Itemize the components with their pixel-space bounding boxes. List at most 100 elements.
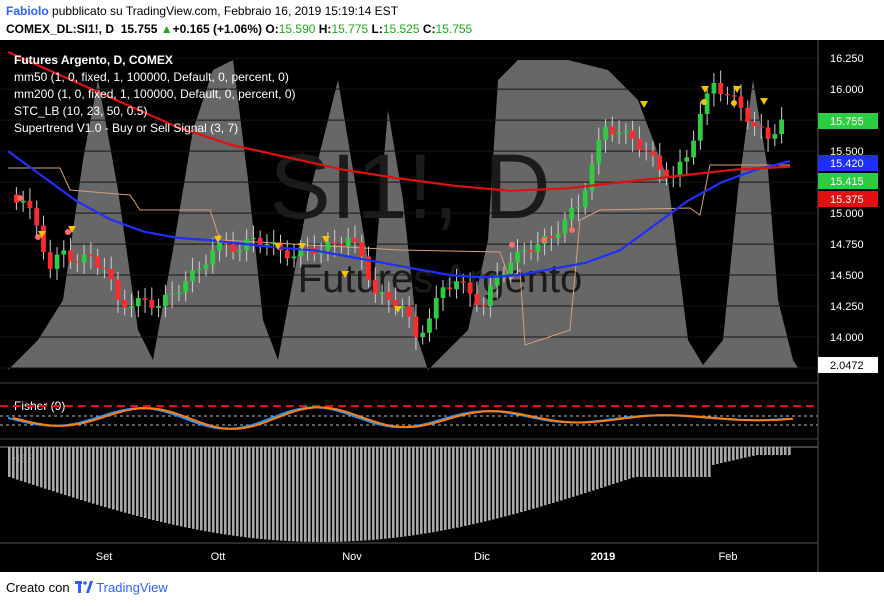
signal-dot — [509, 242, 515, 248]
candle-body — [569, 208, 575, 220]
hist-bar — [232, 447, 235, 536]
hist-bar — [60, 447, 63, 494]
candle-body — [27, 200, 33, 209]
hist-bar — [420, 447, 423, 535]
hist-bar — [188, 447, 191, 529]
price-badge — [818, 357, 878, 373]
price-tick-label: 14.750 — [830, 239, 864, 251]
hist-bar — [400, 447, 403, 537]
candle-body — [555, 233, 561, 238]
candle-body — [203, 264, 209, 269]
candle-body — [501, 273, 507, 276]
hist-bar — [608, 447, 611, 486]
hist-bar — [252, 447, 255, 539]
hist-bar — [112, 447, 115, 510]
hist-bar — [308, 447, 311, 542]
candle-body — [129, 306, 134, 308]
hist-bar — [624, 447, 627, 481]
hist-bar — [480, 447, 483, 523]
candle-body — [74, 261, 80, 263]
hist-bar — [484, 447, 487, 522]
hist-bar — [604, 447, 607, 487]
hist-bar — [88, 447, 91, 503]
sell-signal-icon — [760, 98, 768, 105]
price-badge-label: 15.375 — [830, 194, 864, 206]
candle-body — [61, 250, 67, 255]
tradingview-link[interactable]: TradingView — [96, 580, 168, 595]
hist-bar — [452, 447, 455, 529]
hist-bar — [220, 447, 223, 534]
hist-bar — [768, 447, 771, 455]
hist-bar — [92, 447, 95, 504]
time-tick-label: Ott — [211, 551, 226, 563]
watermark-name: Futures Argento — [298, 257, 583, 301]
hist-bar — [548, 447, 551, 505]
hist-bar — [364, 447, 367, 541]
hist-bar — [448, 447, 451, 530]
hist-bar — [500, 447, 503, 518]
candle-body — [257, 237, 263, 246]
hist-bar — [504, 447, 507, 517]
hist-bar — [748, 447, 751, 457]
candle-body — [494, 275, 500, 286]
candle-body — [81, 254, 87, 263]
ohlc-line: COMEX_DL:SI1!, D 15.755 ▲+0.165 (+1.06%)… — [6, 22, 472, 36]
hist-bar — [764, 447, 767, 455]
hist-bar — [688, 447, 691, 477]
chart-canvas[interactable]: SI1!, D Futures Argento Futures Argento,… — [0, 40, 884, 572]
hist-bar — [304, 447, 307, 542]
hist-bar — [80, 447, 83, 500]
candle-body — [752, 122, 757, 127]
signal-dot — [65, 229, 71, 235]
candle-body — [643, 149, 649, 152]
hist-bar — [224, 447, 227, 535]
candle-body — [115, 279, 121, 300]
candle-body — [284, 250, 290, 259]
hist-bar — [352, 447, 355, 542]
candle-body — [758, 126, 764, 128]
price-badge-label: 2.0472 — [830, 360, 864, 372]
price-tick-label: 15.000 — [830, 208, 864, 220]
hist-bar — [396, 447, 399, 538]
hist-bar — [492, 447, 495, 520]
hist-bar — [536, 447, 539, 508]
candle-body — [711, 82, 717, 94]
hist-bar — [260, 447, 263, 539]
candle-body — [20, 200, 26, 203]
hist-bar — [712, 447, 715, 465]
author-link[interactable]: Fabiolo — [6, 4, 49, 18]
time-tick-label: Dic — [474, 551, 490, 563]
candle-body — [41, 225, 46, 253]
candle-body — [488, 285, 493, 307]
sell-signal-icon — [394, 306, 402, 313]
hist-bar — [12, 447, 15, 479]
high-label: H: — [318, 22, 332, 36]
close-value: 15.755 — [435, 22, 473, 36]
hist-bar — [476, 447, 479, 524]
signal-dot — [17, 195, 23, 201]
candle-body — [162, 294, 168, 307]
price-tick-label: 14.250 — [830, 301, 864, 313]
candle-body — [637, 138, 642, 150]
hist-bar — [160, 447, 163, 522]
price-badge — [818, 155, 878, 171]
candle-body — [738, 96, 744, 108]
signal-dot — [35, 234, 41, 240]
hist-bar — [272, 447, 275, 541]
hist-bar — [648, 447, 651, 477]
hist-bar — [428, 447, 431, 533]
candle-body — [623, 130, 629, 133]
hist-bar — [128, 447, 131, 514]
candle-body — [372, 280, 378, 294]
candle-body — [291, 256, 297, 259]
hist-bar — [292, 447, 295, 542]
candle-body — [521, 250, 527, 252]
price-badge — [818, 173, 878, 189]
time-axis[interactable]: Set Ott Nov Dic 2019 Feb — [96, 551, 738, 563]
hist-bar — [472, 447, 475, 525]
candle-body — [630, 130, 636, 139]
high-value: 15.775 — [331, 22, 369, 36]
candle-body — [677, 161, 683, 176]
hist-bar — [628, 447, 631, 479]
hist-bar — [24, 447, 27, 483]
